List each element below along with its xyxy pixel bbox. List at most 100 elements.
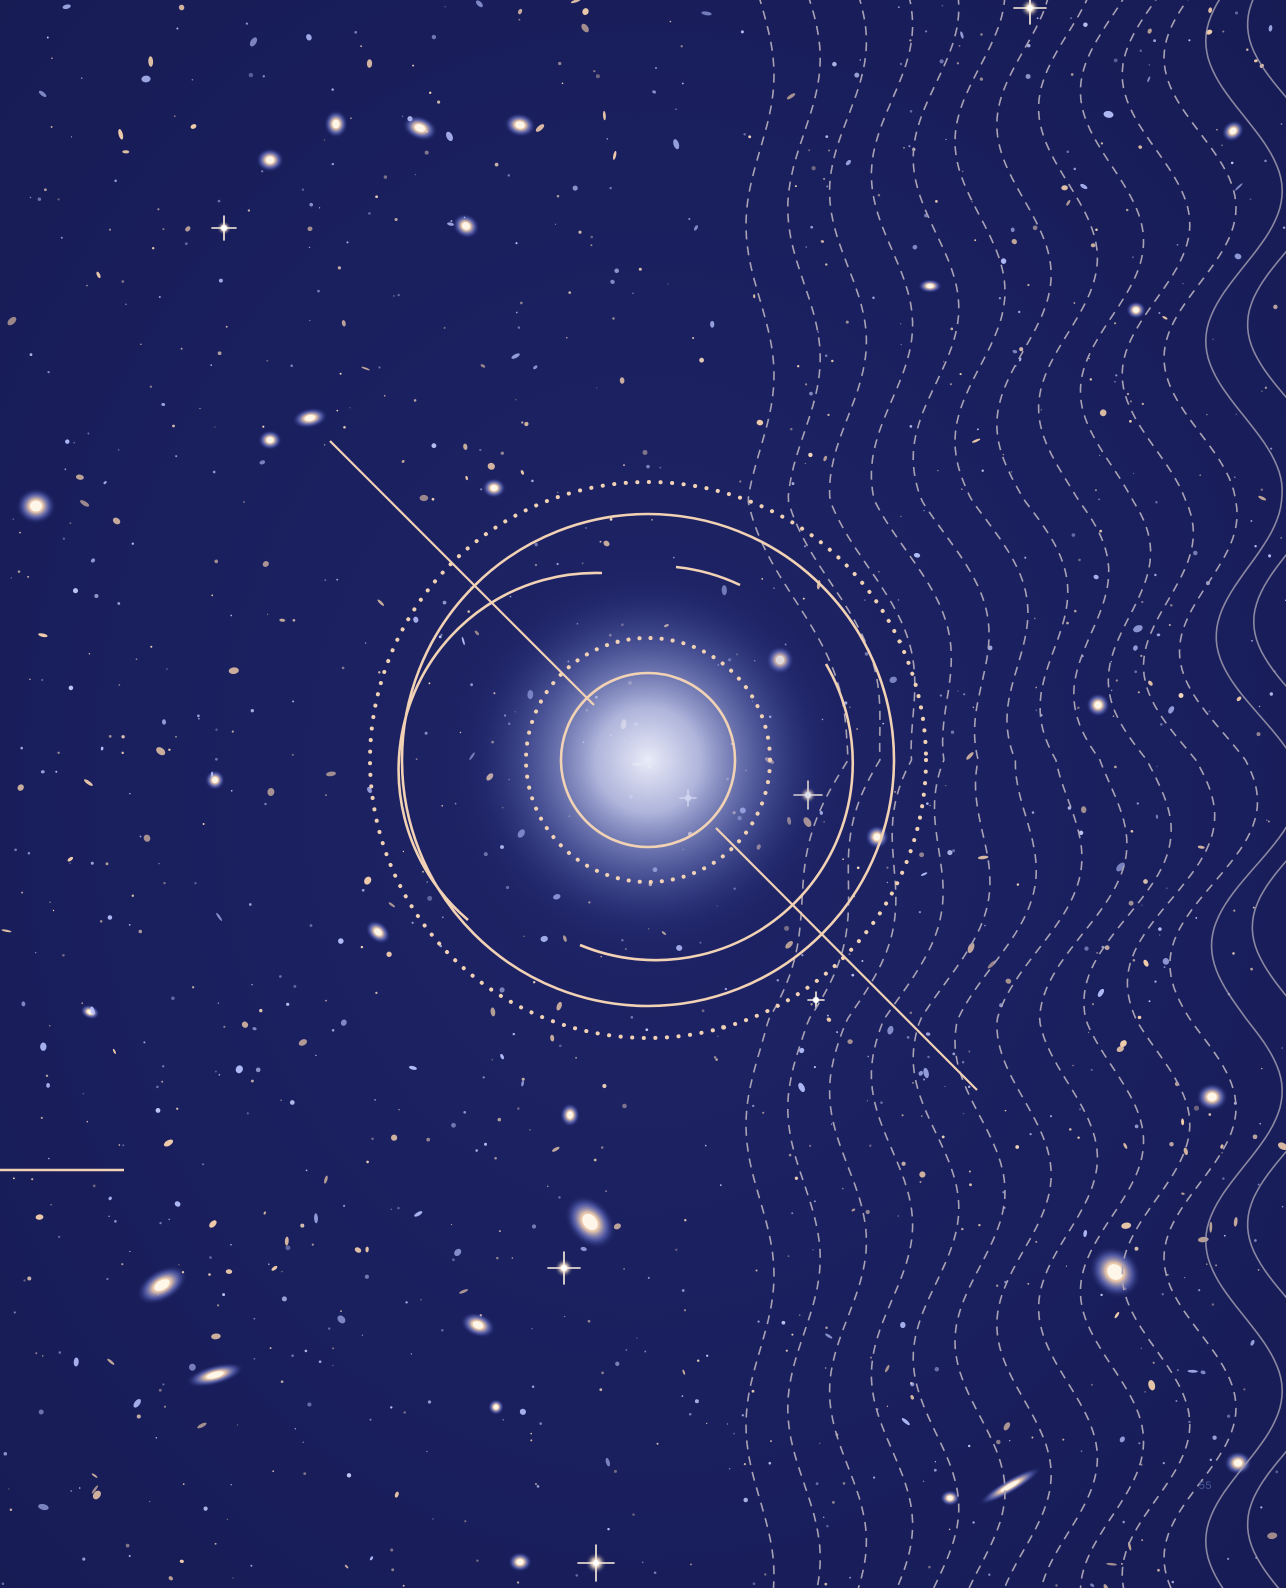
tiny-star [585, 527, 587, 529]
small-galaxy [1010, 227, 1015, 232]
tiny-star [158, 1388, 162, 1392]
tiny-star [48, 1024, 51, 1027]
tiny-star [467, 610, 471, 613]
tiny-star [143, 1041, 146, 1044]
tiny-star [31, 1178, 34, 1181]
small-galaxy [80, 500, 90, 507]
tiny-star [926, 802, 929, 805]
tiny-star [945, 138, 947, 141]
tiny-star [908, 145, 911, 148]
tiny-star [180, 347, 183, 350]
tiny-star [121, 735, 125, 739]
tiny-star [223, 1025, 226, 1028]
concentric-target-icon [329, 440, 978, 1091]
small-galaxy [918, 1070, 924, 1076]
tiny-star [191, 986, 195, 989]
tiny-star [491, 1059, 493, 1061]
tiny-star [651, 519, 653, 521]
galaxy-core [947, 1495, 953, 1501]
tiny-star [402, 1584, 405, 1587]
tiny-star [253, 1357, 256, 1360]
tiny-star [1096, 951, 1099, 954]
tiny-star [952, 849, 956, 853]
tiny-star [1141, 402, 1145, 406]
small-galaxy [480, 364, 486, 368]
tiny-star [281, 1296, 287, 1302]
small-galaxy [228, 667, 239, 675]
small-galaxy [179, 1559, 184, 1563]
tiny-star [911, 1081, 915, 1084]
tiny-star [961, 1060, 965, 1064]
tiny-star [349, 407, 351, 409]
tiny-star [752, 1582, 756, 1586]
tiny-star [1152, 1361, 1155, 1364]
tiny-star [1254, 545, 1257, 548]
tiny-star [1129, 400, 1133, 403]
wave-line [995, 0, 1083, 1588]
tiny-star [645, 1028, 649, 1032]
tiny-star [1070, 73, 1074, 76]
tiny-star [811, 166, 816, 171]
tiny-star [667, 283, 669, 285]
tiny-star [1035, 686, 1038, 689]
tiny-star [713, 1056, 717, 1059]
tiny-star [919, 852, 925, 858]
tiny-star [1032, 225, 1038, 231]
tiny-star [442, 600, 447, 605]
tiny-star [1098, 498, 1100, 501]
tiny-star [131, 542, 135, 545]
tiny-star [680, 45, 683, 48]
tiny-star [981, 469, 984, 472]
tiny-star [1129, 419, 1132, 423]
tiny-star [1072, 1064, 1074, 1067]
tiny-star [1198, 1289, 1201, 1292]
tiny-star [701, 1009, 705, 1013]
small-galaxy [133, 1398, 141, 1408]
tiny-star [1171, 1580, 1175, 1584]
tiny-star [706, 1422, 708, 1425]
tiny-star [369, 1418, 372, 1421]
tiny-star [859, 59, 862, 61]
tiny-star [1110, 660, 1113, 663]
tiny-star [1017, 310, 1021, 314]
tiny-star [534, 1482, 538, 1486]
tiny-star [536, 1485, 540, 1488]
tiny-star [1137, 691, 1140, 694]
tiny-star [1095, 228, 1098, 231]
small-galaxy [798, 1082, 805, 1093]
small-galaxy [148, 56, 154, 67]
tiny-star [397, 1206, 400, 1210]
tiny-star [869, 1144, 872, 1147]
tiny-star [675, 108, 677, 111]
tiny-star [368, 212, 371, 215]
tiny-star [151, 246, 155, 250]
tiny-star [684, 1219, 687, 1222]
small-galaxy [1267, 1532, 1278, 1540]
tiny-star [222, 1293, 226, 1297]
tiny-star [869, 1356, 873, 1359]
tiny-star [149, 385, 153, 388]
tiny-star [519, 301, 523, 305]
tiny-star [354, 30, 358, 34]
tiny-star [949, 383, 952, 386]
small-galaxy [107, 915, 113, 920]
tiny-star [699, 357, 704, 363]
tiny-star [1027, 1282, 1030, 1285]
tiny-star [1031, 1436, 1034, 1439]
small-galaxy [520, 470, 524, 475]
tiny-star [1083, 22, 1088, 27]
tiny-star [1249, 198, 1252, 201]
tiny-star [402, 850, 405, 853]
tiny-star [371, 1137, 374, 1141]
tiny-star [688, 217, 691, 221]
tiny-star [325, 794, 327, 797]
small-galaxy [1233, 1217, 1238, 1227]
tiny-star [642, 449, 648, 456]
tiny-star [1250, 967, 1253, 971]
tiny-star [1080, 1450, 1083, 1452]
tiny-star [308, 246, 311, 249]
tiny-star [121, 280, 125, 283]
tiny-star [242, 501, 245, 503]
tiny-star [923, 1078, 926, 1081]
